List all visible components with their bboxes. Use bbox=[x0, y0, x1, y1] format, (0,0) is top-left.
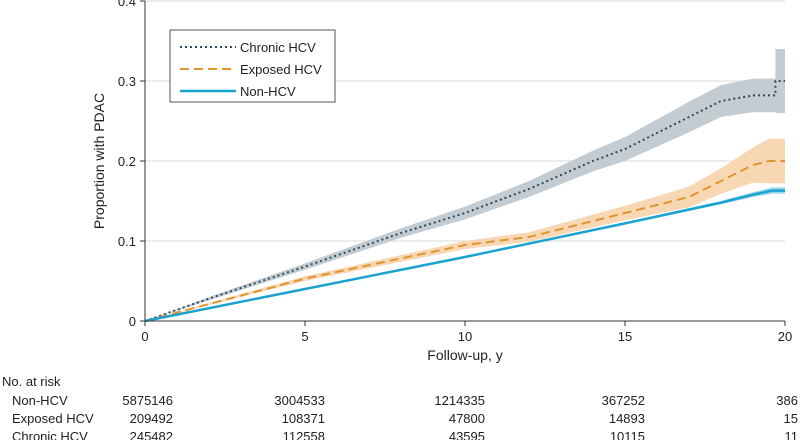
at-risk-value: 11 bbox=[785, 429, 799, 440]
legend-label: Chronic HCV bbox=[240, 40, 316, 55]
at-risk-value: 108371 bbox=[282, 411, 325, 426]
x-tick-label: 10 bbox=[458, 329, 472, 344]
legend-label: Non-HCV bbox=[240, 84, 296, 99]
y-tick-label: 0.3 bbox=[118, 74, 136, 89]
x-tick-label: 5 bbox=[301, 329, 308, 344]
at-risk-value: 367252 bbox=[602, 393, 645, 408]
at-risk-row-label: Chronic HCV bbox=[12, 429, 88, 440]
at-risk-value: 3004533 bbox=[274, 393, 325, 408]
at-risk-value: 386 bbox=[776, 393, 798, 408]
at-risk-value: 15 bbox=[784, 411, 798, 426]
y-axis-label: Proportion with PDAC bbox=[91, 93, 107, 229]
at-risk-row-label: Exposed HCV bbox=[12, 411, 94, 426]
x-tick-label: 15 bbox=[618, 329, 632, 344]
at-risk-value: 14893 bbox=[609, 411, 645, 426]
at-risk-value: 10115 bbox=[610, 429, 645, 440]
at-risk-value: 245482 bbox=[130, 429, 173, 440]
at-risk-row-label: Non-HCV bbox=[12, 393, 68, 408]
y-tick-label: 0.2 bbox=[118, 154, 136, 169]
x-tick-label: 20 bbox=[778, 329, 792, 344]
legend: Chronic HCV Exposed HCV Non-HCV bbox=[169, 29, 336, 103]
at-risk-value: 43595 bbox=[449, 429, 485, 440]
at-risk-table: No. at risk Non-HCV 5875146 3004533 1214335 3… bbox=[2, 374, 799, 444]
x-axis-label: Follow-up, y bbox=[427, 347, 502, 363]
y-tick-label: 0.4 bbox=[118, 0, 136, 9]
at-risk-value: 112558 bbox=[283, 429, 325, 440]
at-risk-value: 209492 bbox=[130, 411, 173, 426]
series-line-2 bbox=[144, 189, 785, 323]
series-line-0 bbox=[144, 80, 785, 322]
legend-label: Exposed HCV bbox=[240, 62, 322, 77]
y-tick-label: 0 bbox=[129, 314, 136, 329]
y-tick-label: 0.1 bbox=[118, 234, 136, 249]
ci-band-1 bbox=[145, 138, 785, 321]
at-risk-value: 1214335 bbox=[434, 393, 485, 408]
series-line-1 bbox=[144, 160, 785, 322]
at-risk-title: No. at risk bbox=[2, 374, 61, 389]
at-risk-value: 5875146 bbox=[122, 393, 173, 408]
x-tick-label: 0 bbox=[141, 329, 148, 344]
at-risk-value: 47800 bbox=[449, 411, 485, 426]
